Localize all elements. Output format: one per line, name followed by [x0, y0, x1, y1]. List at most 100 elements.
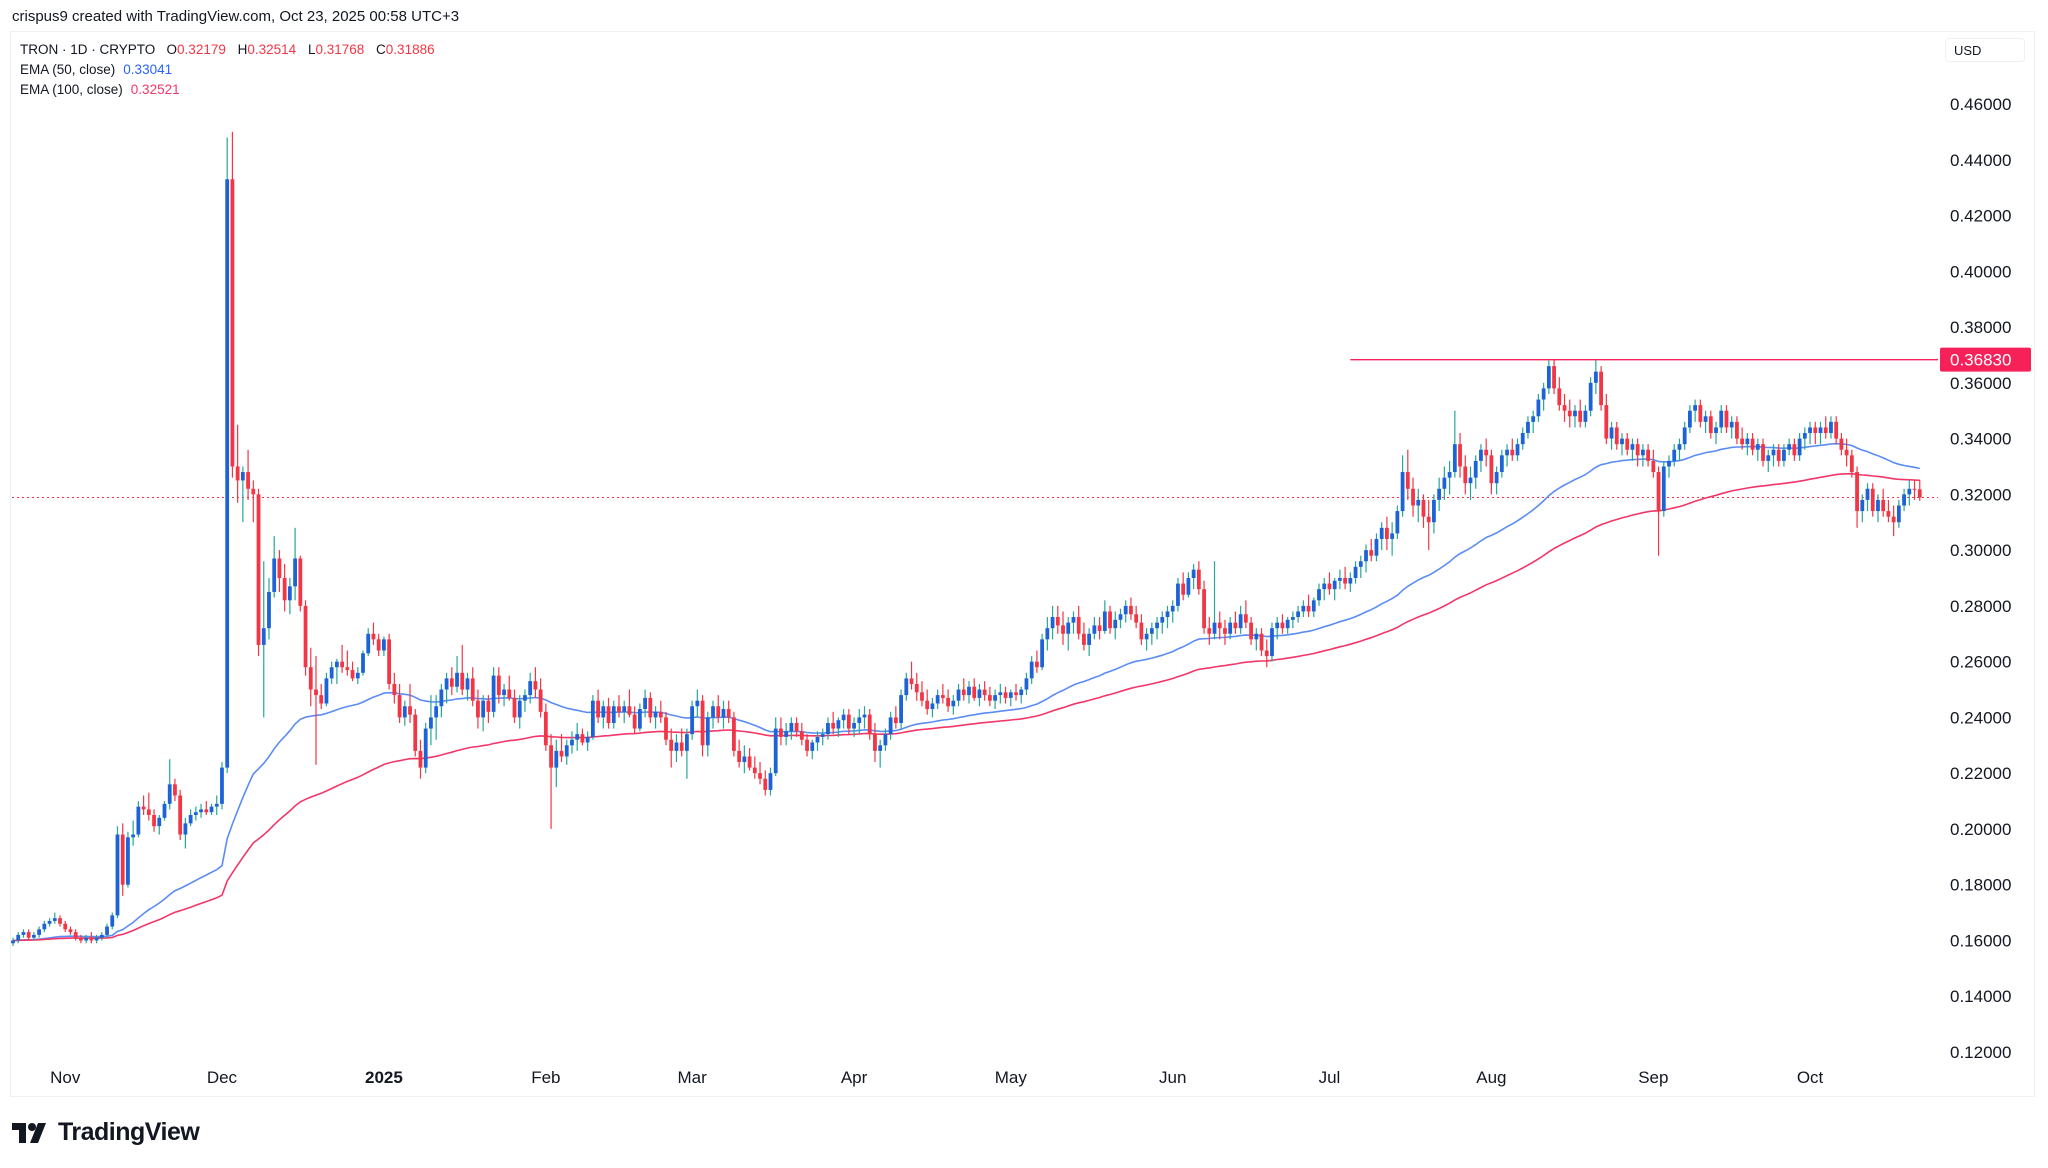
candle-down — [1886, 511, 1891, 517]
candle-down — [1014, 692, 1018, 696]
candle-up — [1452, 444, 1457, 473]
y-tick-label: 0.32000 — [1950, 485, 2011, 504]
open-label: O — [166, 42, 178, 57]
ema100-label: EMA (100, close) — [20, 82, 123, 97]
candle-up — [402, 706, 407, 718]
y-tick-label: 0.20000 — [1950, 820, 2011, 839]
candle-up — [1155, 622, 1159, 629]
candle-down — [235, 466, 240, 481]
candle-up — [967, 686, 971, 696]
candle-up — [1390, 533, 1395, 539]
candle-down — [617, 706, 621, 712]
candle-up — [1745, 438, 1750, 445]
candle-up — [1829, 421, 1833, 434]
candle-down — [1343, 578, 1348, 584]
candle-up — [1019, 689, 1024, 696]
candle-down — [512, 697, 517, 718]
candle-up — [1165, 611, 1170, 618]
x-tick-label: Mar — [677, 1068, 707, 1087]
candle-up — [653, 711, 658, 718]
candle-up — [1808, 427, 1812, 434]
y-tick-label: 0.14000 — [1950, 987, 2011, 1006]
candle-down — [486, 700, 491, 712]
candle-up — [1902, 494, 1906, 506]
x-tick-label: Feb — [531, 1068, 560, 1087]
candle-up — [1008, 692, 1013, 698]
candle-down — [89, 937, 94, 941]
candle-down — [846, 714, 851, 729]
candle-up — [1170, 605, 1175, 612]
candle-down — [1249, 622, 1253, 640]
candle-up — [622, 706, 627, 712]
symbol-title[interactable]: TRON · 1D · CRYPTO — [20, 42, 156, 57]
candle-down — [664, 717, 668, 740]
candle-up — [1123, 605, 1128, 615]
candle-up — [1113, 619, 1118, 629]
candle-down — [1849, 455, 1854, 473]
currency-button[interactable]: USD — [1945, 38, 2025, 62]
candle-up — [1337, 578, 1342, 581]
candle-up — [1703, 416, 1708, 422]
candle-up — [857, 717, 862, 723]
candle-up — [1285, 619, 1290, 629]
candle-down — [538, 689, 543, 712]
candle-up — [836, 720, 841, 729]
candle-down — [476, 700, 480, 718]
candle-down — [1207, 628, 1212, 634]
ema50-legend[interactable]: EMA (50, close) 0.33041 — [20, 60, 443, 80]
candle-down — [303, 605, 308, 668]
ema100-line — [12, 472, 1920, 942]
y-tick-label: 0.34000 — [1950, 430, 2011, 449]
ema100-legend[interactable]: EMA (100, close) 0.32521 — [20, 80, 443, 100]
candle-down — [460, 672, 465, 690]
candle-up — [1693, 405, 1698, 411]
candle-up — [826, 722, 830, 735]
y-tick-label: 0.44000 — [1950, 151, 2011, 170]
candle-up — [382, 639, 386, 651]
candle-up — [1729, 421, 1734, 428]
candle-up — [1588, 382, 1593, 411]
candle-up — [1536, 399, 1541, 417]
candle-up — [99, 934, 104, 938]
candle-down — [1129, 605, 1133, 615]
candle-up — [429, 717, 433, 729]
candle-up — [1191, 569, 1196, 578]
candle-up — [1447, 472, 1452, 478]
candle-up — [611, 706, 616, 723]
candle-down — [1139, 622, 1144, 640]
ema50-label: EMA (50, close) — [20, 62, 116, 77]
candle-down — [371, 633, 376, 640]
y-tick-label: 0.28000 — [1950, 597, 2011, 616]
candle-down — [559, 750, 564, 757]
candle-down — [350, 670, 355, 679]
candle-down — [152, 815, 156, 827]
candle-up — [643, 697, 648, 710]
candle-up — [1766, 455, 1771, 461]
close-value: 0.31886 — [385, 42, 435, 57]
candle-down — [1061, 625, 1065, 634]
candle-down — [549, 745, 553, 768]
candle-up — [21, 932, 26, 935]
candle-up — [684, 734, 689, 751]
candle-up — [1186, 578, 1191, 595]
chart-panel[interactable] — [10, 31, 2035, 1097]
candle-down — [1698, 405, 1703, 422]
candle-up — [998, 692, 1003, 696]
candle-up — [935, 695, 940, 704]
candle-up — [841, 714, 846, 721]
candle-up — [575, 734, 580, 740]
candle-up — [1348, 578, 1353, 584]
candle-up — [1714, 427, 1718, 434]
candle-down — [1651, 460, 1656, 473]
candle-up — [1896, 505, 1901, 523]
candle-up — [1228, 622, 1233, 634]
candle-up — [930, 703, 935, 710]
candle-up — [820, 734, 825, 737]
candle-up — [1667, 460, 1671, 467]
tradingview-logo[interactable]: TradingView — [12, 1118, 200, 1147]
candle-up — [1442, 477, 1447, 489]
candle-up — [1301, 605, 1306, 612]
candle-up — [1353, 566, 1358, 578]
candle-down — [946, 697, 950, 707]
